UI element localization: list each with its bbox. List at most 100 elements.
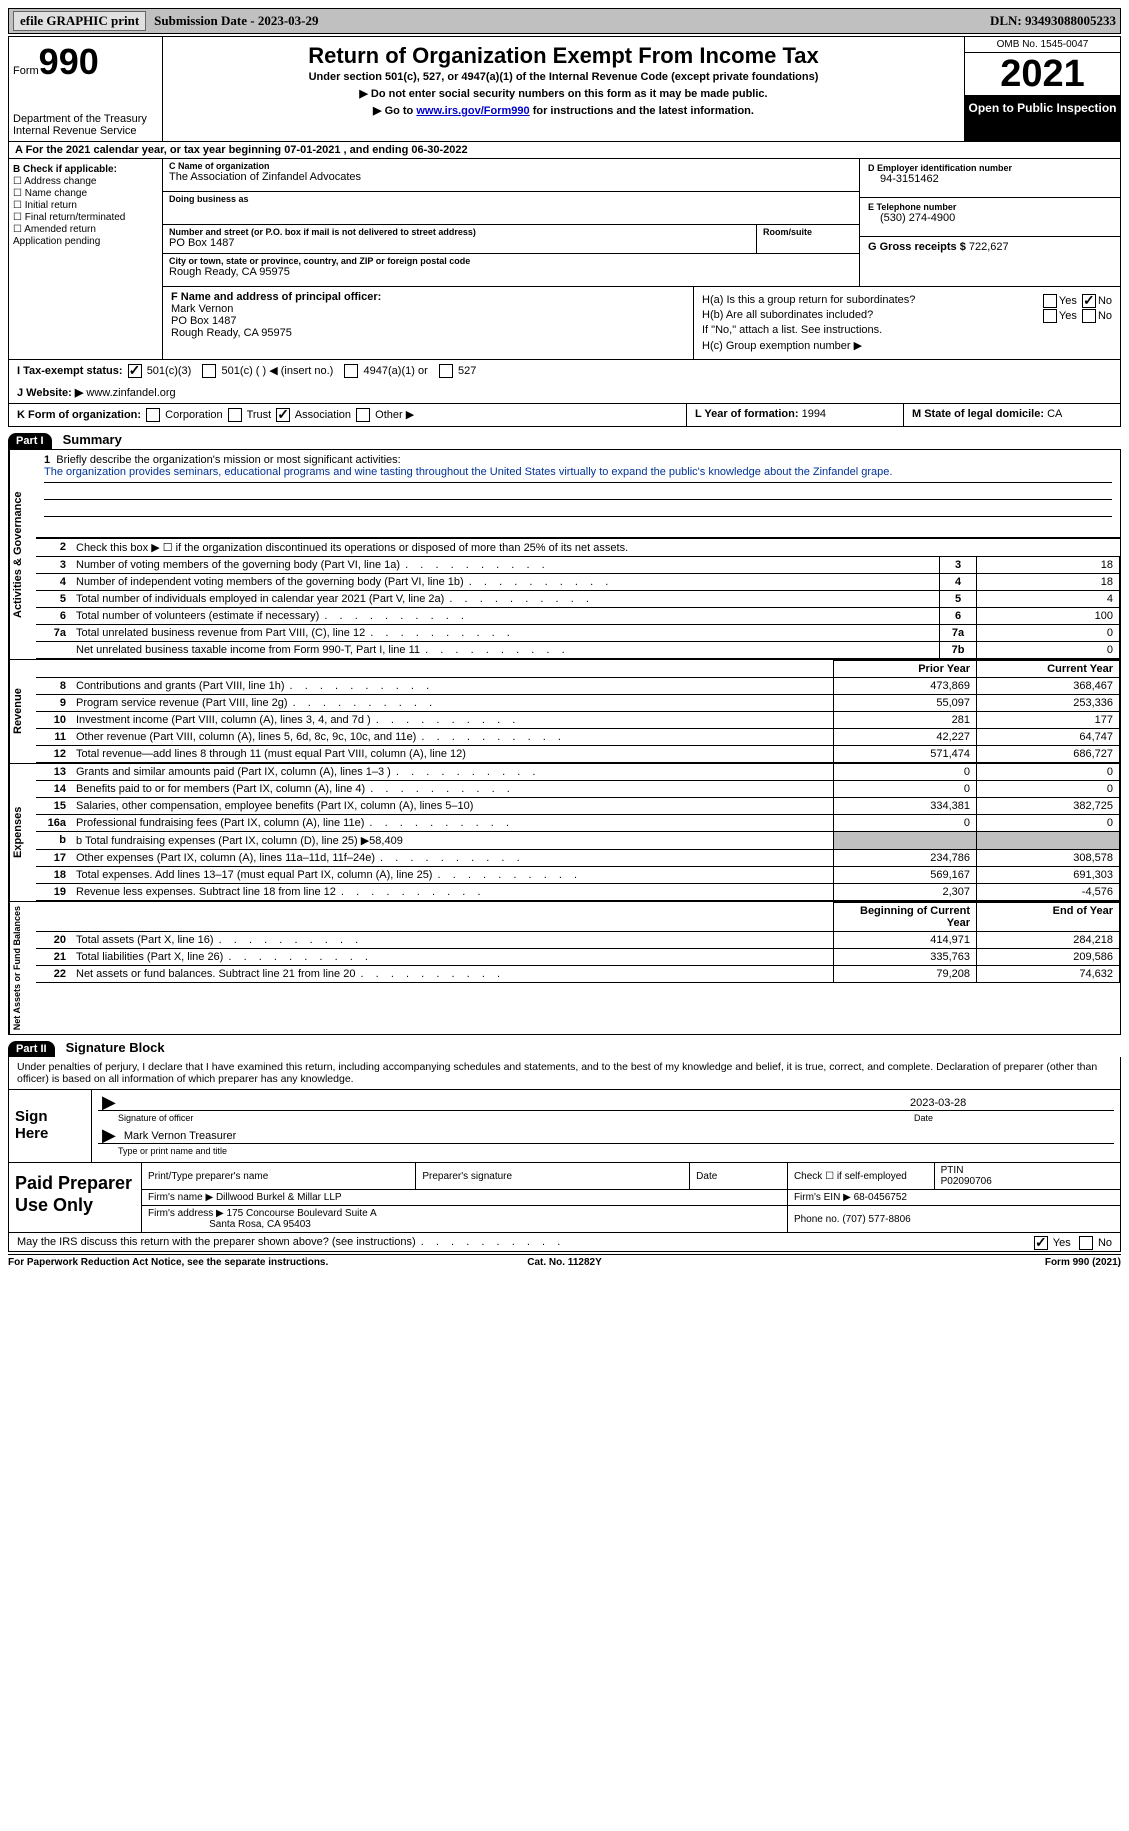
- room-label: Room/suite: [763, 227, 853, 237]
- dba-label: Doing business as: [169, 194, 853, 204]
- hb-yes[interactable]: [1043, 309, 1057, 323]
- efile-print-button[interactable]: efile GRAPHIC print: [13, 11, 146, 31]
- chk-trust[interactable]: [228, 408, 242, 422]
- main-title: Return of Organization Exempt From Incom…: [167, 43, 960, 69]
- h-block: H(a) Is this a group return for subordin…: [694, 287, 1120, 359]
- name-label: Type or print name and title: [98, 1146, 1114, 1156]
- gov-3v: 18: [977, 557, 1120, 574]
- exp-15p: 334,381: [834, 798, 977, 815]
- f-label: F Name and address of principal officer:: [171, 291, 381, 303]
- yes-label-2: Yes: [1059, 310, 1077, 322]
- dba-cell: Doing business as: [163, 192, 859, 225]
- officer-name: Mark Vernon: [171, 303, 233, 315]
- exp-18c: 691,303: [977, 867, 1120, 884]
- hb-no[interactable]: [1082, 309, 1096, 323]
- chk-initial-return[interactable]: ☐ Initial return: [13, 200, 158, 211]
- chk-address-change[interactable]: ☐ Address change: [13, 176, 158, 187]
- form-header: Form990 Department of the Treasury Inter…: [8, 36, 1121, 142]
- opt-501c3: 501(c)(3): [147, 365, 192, 377]
- exp-16a: Professional fundraising fees (Part IX, …: [70, 815, 834, 832]
- omb-number: OMB No. 1545-0047: [965, 37, 1120, 53]
- row-klm: K Form of organization: Corporation Trus…: [8, 404, 1121, 427]
- part-ii-title: Signature Block: [66, 1040, 165, 1055]
- gross-val: 722,627: [969, 241, 1009, 253]
- gov-7b: Net unrelated business taxable income fr…: [70, 642, 940, 659]
- net-assets-section: Net Assets or Fund Balances Beginning of…: [8, 902, 1121, 1035]
- chk-4947[interactable]: [344, 364, 358, 378]
- exp-13: Grants and similar amounts paid (Part IX…: [70, 764, 834, 781]
- chk-assoc[interactable]: [276, 408, 290, 422]
- row-i: I Tax-exempt status: 501(c)(3) 501(c) ( …: [8, 360, 1121, 382]
- end-label: End of Year: [977, 903, 1120, 932]
- opt-4947: 4947(a)(1) or: [364, 365, 428, 377]
- footer-left: For Paperwork Reduction Act Notice, see …: [8, 1257, 379, 1268]
- ein-cell: D Employer identification number 94-3151…: [860, 159, 1120, 198]
- ptin: P02090706: [941, 1176, 992, 1187]
- footer-center: Cat. No. 11282Y: [379, 1257, 750, 1268]
- chk-amended-return[interactable]: ☐ Amended return: [13, 224, 158, 235]
- part-i-title: Summary: [63, 432, 122, 447]
- i-label: I Tax-exempt status:: [17, 365, 123, 377]
- firm-name: Dillwood Burkel & Millar LLP: [216, 1192, 342, 1203]
- chk-application-pending[interactable]: Application pending: [13, 236, 158, 247]
- chk-501c[interactable]: [202, 364, 216, 378]
- chk-501c3[interactable]: [128, 364, 142, 378]
- chk-corp[interactable]: [146, 408, 160, 422]
- discuss-yes[interactable]: [1034, 1236, 1048, 1250]
- ha-no[interactable]: [1082, 294, 1096, 308]
- discuss-no[interactable]: [1079, 1236, 1093, 1250]
- rev-11: Other revenue (Part VIII, column (A), li…: [70, 729, 834, 746]
- officer-addr2: Rough Ready, CA 95975: [171, 327, 292, 339]
- preparer-block: Paid Preparer Use Only Print/Type prepar…: [8, 1163, 1121, 1233]
- gov-6: Total number of volunteers (estimate if …: [70, 608, 940, 625]
- k-label: K Form of organization:: [17, 409, 141, 421]
- form990-link[interactable]: www.irs.gov/Form990: [416, 105, 529, 117]
- m-val: CA: [1047, 408, 1062, 420]
- chk-final-return[interactable]: ☐ Final return/terminated: [13, 212, 158, 223]
- ha-yes[interactable]: [1043, 294, 1057, 308]
- chk-other[interactable]: [356, 408, 370, 422]
- gov-7bv: 0: [977, 642, 1120, 659]
- sig-label: Signature of officer: [118, 1113, 914, 1123]
- prep-print-label: Print/Type preparer's name: [148, 1171, 268, 1182]
- vert-exp: Expenses: [9, 764, 36, 901]
- yes-label-3: Yes: [1053, 1237, 1071, 1249]
- net-table: Beginning of Current YearEnd of Year 20T…: [36, 902, 1120, 983]
- firm-addr1: 175 Concourse Boulevard Suite A: [227, 1208, 377, 1219]
- chk-527[interactable]: [439, 364, 453, 378]
- net-20: Total assets (Part X, line 16): [70, 932, 834, 949]
- exp-13p: 0: [834, 764, 977, 781]
- rev-11p: 42,227: [834, 729, 977, 746]
- firm-addr2: Santa Rosa, CA 95403: [209, 1219, 311, 1230]
- org-name-label: C Name of organization: [169, 161, 853, 171]
- part-ii-header: Part II: [8, 1041, 55, 1057]
- form-word: Form: [13, 65, 39, 77]
- prep-date-label: Date: [696, 1171, 717, 1182]
- gov-7an: 7a: [940, 625, 977, 642]
- rev-9: Program service revenue (Part VIII, line…: [70, 695, 834, 712]
- submission-date: Submission Date - 2023-03-29: [154, 13, 990, 29]
- chk-name-change[interactable]: ☐ Name change: [13, 188, 158, 199]
- rev-8: Contributions and grants (Part VIII, lin…: [70, 678, 834, 695]
- prep-phone: (707) 577-8806: [842, 1214, 910, 1225]
- vert-rev: Revenue: [9, 660, 36, 763]
- phone: (530) 274-4900: [868, 212, 1112, 224]
- row-j: J Website: ▶ www.zinfandel.org: [8, 382, 1121, 404]
- current-label: Current Year: [977, 661, 1120, 678]
- m-label: M State of legal domicile:: [912, 408, 1044, 420]
- subtitle: Under section 501(c), 527, or 4947(a)(1)…: [167, 71, 960, 83]
- gross-receipts-cell: G Gross receipts $ 722,627: [860, 237, 1120, 275]
- ein: 94-3151462: [868, 173, 1112, 185]
- exp-b: b Total fundraising expenses (Part IX, c…: [70, 832, 834, 850]
- rev-9c: 253,336: [977, 695, 1120, 712]
- principal-officer: F Name and address of principal officer:…: [163, 287, 694, 359]
- row-a-tax-year: A For the 2021 calendar year, or tax yea…: [8, 142, 1121, 159]
- exp-b-shade2: [977, 832, 1120, 850]
- city-label: City or town, state or province, country…: [169, 256, 853, 266]
- prior-label: Prior Year: [834, 661, 977, 678]
- begin-label: Beginning of Current Year: [834, 903, 977, 932]
- footer-right: Form 990 (2021): [750, 1257, 1121, 1268]
- firm-ein-label: Firm's EIN ▶: [794, 1192, 851, 1203]
- exp-b-shade1: [834, 832, 977, 850]
- gov-4n: 4: [940, 574, 977, 591]
